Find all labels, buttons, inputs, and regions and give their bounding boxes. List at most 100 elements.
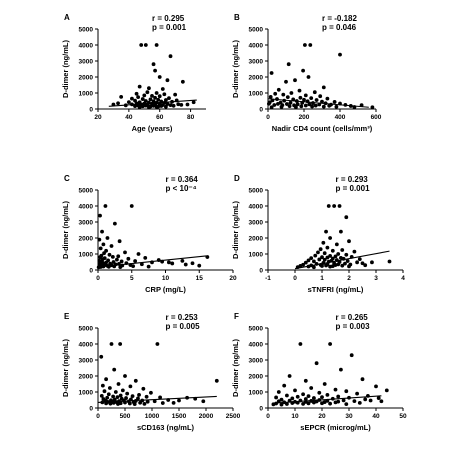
panel-e-data-point [132, 402, 137, 407]
panel-a-data-point [151, 103, 156, 108]
panel-e-data-point [100, 383, 105, 388]
panel-a-letter: A [64, 13, 70, 22]
panel-c-x-tick-label: 5 [130, 275, 134, 282]
panel-b-data-point [269, 105, 274, 110]
panel-d-data-point [328, 236, 332, 240]
panel-e-data-point [133, 378, 138, 383]
panel-d-y-tick-label: 0 [259, 267, 263, 274]
panel-d-data-point [324, 229, 328, 234]
panel-f-data-point [312, 396, 316, 400]
panel-a-data-point [191, 100, 196, 105]
panel-a-data-point [156, 97, 161, 102]
panel-f-data-point [325, 392, 330, 397]
panel-b-data-point [313, 103, 318, 108]
panel-f-data-point [352, 399, 357, 404]
panel-c-data-point [143, 255, 148, 260]
panel-c-data-point [180, 258, 185, 263]
panel-c-y-tick-label: 4000 [79, 203, 94, 210]
panel-e-data-point [108, 401, 113, 406]
panel-d-letter: D [234, 174, 240, 183]
panel-d-x-axis-label: sTNFRI (ng/mL) [308, 285, 364, 294]
panel-f-data-point [339, 367, 343, 372]
panel-e-data-point [142, 401, 147, 406]
panel-d-x-tick-label: 4 [401, 275, 405, 282]
panel-d-data-point [340, 263, 345, 268]
panel-e-y-tick-label: 1000 [79, 389, 94, 396]
panel-a-data-point [137, 84, 142, 89]
panel-f-data-point [303, 378, 308, 383]
panel-f-x-tick-label: 30 [345, 413, 353, 420]
panel-a-regression-line [108, 99, 197, 107]
panel-f-regression-line [273, 395, 382, 404]
panel-d-data-point [336, 252, 341, 256]
panel-e-letter: E [64, 312, 70, 321]
panel-b-data-point [281, 92, 286, 97]
panel-f-data-point [360, 377, 365, 382]
panel-d-data-point [339, 229, 343, 234]
panel-a-data-point [185, 102, 190, 107]
panel-b-y-tick-label: 2000 [249, 74, 264, 81]
panel-c-y-tick-label: 1000 [79, 251, 94, 258]
panel-a-x-tick-label: 40 [125, 114, 133, 121]
panel-d-y-axis-label: D-dimer (ng/mL) [231, 201, 240, 259]
panel-e-data-point [112, 367, 117, 372]
panel-f-data-point [276, 390, 281, 394]
panel-b-x-tick-label: 0 [266, 114, 270, 121]
panel-a-y-tick-label: 2000 [79, 74, 94, 81]
panel-d-data-point [357, 257, 362, 262]
panel-f-data-point [285, 402, 289, 406]
panel-c-data-point [166, 260, 171, 265]
panel-c-data-point [126, 256, 131, 261]
panel-d-data-point [347, 264, 351, 269]
panel-b-data-point [303, 103, 308, 108]
panel-b-y-tick-label: 5000 [249, 26, 264, 33]
panel-f-data-point [285, 393, 289, 398]
panel-f-data-point [368, 398, 373, 403]
panel-e-data-point [116, 382, 121, 386]
panel-f-data-point [279, 402, 284, 407]
panel-e-data-point [102, 389, 107, 394]
panel-d-regression-line [294, 250, 390, 270]
panel-d-data-point [316, 250, 320, 255]
panel-a-data-point [154, 43, 159, 47]
panel-c-data-point [115, 257, 119, 262]
panel-c-letter: C [64, 174, 70, 183]
panel-e-data-point [115, 395, 120, 400]
panel-f-y-tick-label: 0 [259, 405, 263, 412]
panel-c-data-point [105, 236, 110, 240]
panel-c-data-point [119, 259, 124, 264]
panel-b-data-point [297, 88, 302, 93]
panel-f-r-value: r = 0.265 [336, 313, 369, 322]
panel-e-data-point [109, 342, 114, 346]
panel-c-data-point [98, 246, 103, 251]
panel-c-data-point [101, 242, 106, 247]
panel-f-y-tick-label: 1000 [249, 389, 264, 396]
panel-b-data-point [325, 96, 330, 101]
panel-d-data-point [313, 253, 318, 258]
panel-a-data-point [163, 98, 168, 102]
panel-f-data-point [333, 400, 338, 405]
panel-b-data-point [295, 102, 300, 107]
panel-b-data-point [285, 102, 289, 106]
panel-b-data-point [370, 105, 375, 110]
panel-c-y-axis-label: D-dimer (ng/mL) [61, 201, 70, 259]
panel-e-data-point [128, 384, 133, 389]
panel-c-data-point [100, 229, 104, 234]
panel-b-data-point [312, 90, 317, 95]
panel-a-p-value: p = 0.001 [152, 23, 187, 32]
panel-c-y-tick-label: 3000 [79, 219, 94, 226]
panel-d-data-point [312, 259, 316, 264]
panel-f-data-point [314, 361, 319, 366]
panel-e-data-point [138, 400, 143, 405]
panel-d-x-tick-label: -1 [265, 275, 271, 282]
panel-e-y-tick-label: 0 [89, 405, 93, 412]
panel-f-y-tick-label: 2000 [249, 373, 264, 380]
panel-f-data-point [344, 402, 349, 407]
panel-b-x-tick-label: 200 [299, 114, 310, 121]
panel-a-data-point [163, 104, 168, 109]
panel-f-data-point [312, 400, 316, 405]
panel-d-data-point [340, 248, 345, 252]
panel-e-data-point [125, 391, 130, 396]
